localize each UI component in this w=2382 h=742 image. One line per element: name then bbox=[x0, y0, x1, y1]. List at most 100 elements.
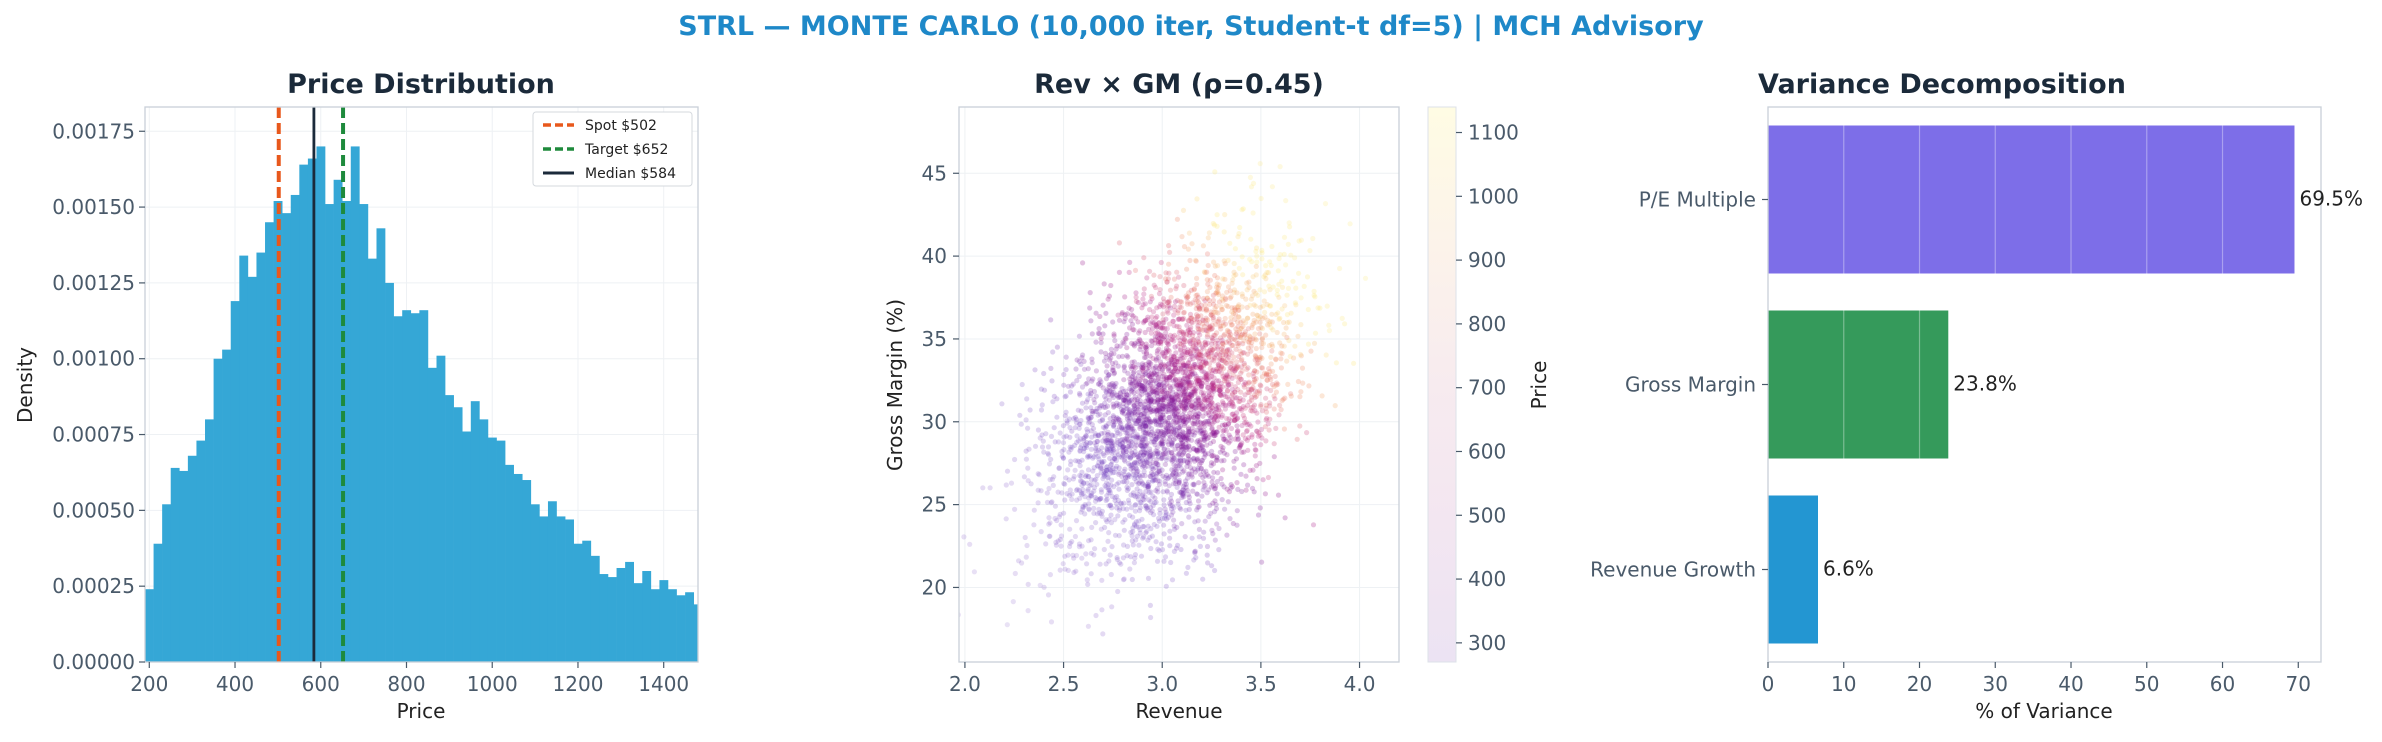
scatter-point bbox=[1179, 414, 1186, 421]
histogram-bar bbox=[513, 473, 523, 662]
scatter-point bbox=[1263, 395, 1269, 401]
scatter-point bbox=[1301, 283, 1307, 289]
scatter-point bbox=[1198, 313, 1204, 319]
scatter-point bbox=[1240, 323, 1246, 329]
colorbar-tick-label: 1100 bbox=[1468, 121, 1519, 145]
scatter-point bbox=[1269, 348, 1275, 354]
scatter-point bbox=[1187, 339, 1193, 345]
scatter-point bbox=[1148, 426, 1155, 432]
scatter-point bbox=[1106, 558, 1112, 564]
scatter-point bbox=[1171, 397, 1177, 403]
scatter-point bbox=[1171, 548, 1177, 555]
scatter-point bbox=[1101, 430, 1107, 436]
scatter-point bbox=[1177, 393, 1183, 400]
scatter-point bbox=[1168, 498, 1175, 504]
scatter-point bbox=[1208, 510, 1214, 516]
scatter-point bbox=[1121, 364, 1127, 370]
scatter-point bbox=[1138, 412, 1145, 418]
scatter-point bbox=[1139, 424, 1145, 430]
scatter-point bbox=[1228, 294, 1234, 300]
scatter-point bbox=[1143, 503, 1149, 509]
scatter-point bbox=[1137, 421, 1143, 427]
scatter-point bbox=[1243, 296, 1249, 302]
scatter-point bbox=[1220, 352, 1226, 358]
scatter-point bbox=[1060, 440, 1067, 446]
scatter-point bbox=[1130, 326, 1136, 333]
scatter-point bbox=[1233, 417, 1239, 423]
scatter-point bbox=[1158, 397, 1164, 403]
variance-bar bbox=[1768, 310, 1949, 459]
scatter-point bbox=[1235, 314, 1242, 320]
scatter-point bbox=[1273, 311, 1279, 318]
x-tick-label: 70 bbox=[2286, 672, 2311, 696]
scatter-point bbox=[1157, 391, 1163, 397]
scatter-point bbox=[1179, 329, 1185, 335]
scatter-point bbox=[1181, 392, 1188, 398]
scatter-point bbox=[1150, 502, 1156, 509]
scatter-point bbox=[1192, 345, 1198, 351]
scatter-point bbox=[1293, 302, 1299, 308]
scatter-point bbox=[1157, 414, 1163, 421]
scatter-point bbox=[1117, 431, 1123, 437]
scatter-point bbox=[1166, 383, 1172, 389]
scatter-point bbox=[1128, 529, 1134, 535]
scatter-point bbox=[1062, 394, 1068, 400]
scatter-point bbox=[1173, 286, 1179, 292]
histogram-bar bbox=[565, 519, 574, 662]
scatter-point bbox=[1200, 243, 1206, 249]
scatter-point bbox=[1157, 301, 1164, 307]
scatter-point bbox=[1179, 355, 1185, 361]
scatter-point bbox=[1124, 553, 1130, 559]
scatter-point bbox=[1148, 545, 1154, 552]
scatter-point bbox=[1206, 412, 1212, 418]
scatter-point bbox=[1199, 420, 1205, 427]
scatter-point bbox=[1226, 432, 1232, 438]
scatter-point bbox=[1218, 323, 1224, 329]
scatter-point bbox=[1096, 331, 1103, 337]
scatter-point bbox=[1253, 303, 1259, 309]
scatter-point bbox=[1152, 477, 1158, 483]
scatter-point bbox=[1160, 296, 1167, 302]
scatter-point bbox=[1121, 340, 1127, 346]
scatter-point bbox=[1218, 364, 1225, 370]
scatter-point bbox=[1210, 429, 1217, 435]
scatter-point bbox=[1070, 381, 1076, 387]
scatter-point bbox=[1209, 453, 1215, 459]
scatter-point bbox=[1082, 434, 1088, 440]
variance-decomposition-x-label: % of Variance bbox=[1975, 699, 2112, 723]
scatter-point bbox=[1194, 196, 1200, 202]
scatter-point bbox=[1222, 402, 1229, 408]
scatter-point bbox=[1088, 405, 1094, 411]
scatter-point bbox=[1164, 334, 1170, 340]
scatter-point bbox=[1144, 463, 1150, 469]
scatter-point bbox=[1091, 388, 1097, 395]
scatter-point bbox=[1166, 261, 1172, 267]
scatter-point bbox=[1141, 414, 1147, 420]
scatter-point bbox=[1086, 415, 1092, 422]
scatter-point bbox=[1281, 251, 1287, 257]
scatter-point bbox=[1310, 235, 1316, 242]
histogram-bar bbox=[282, 213, 292, 663]
histogram-bar bbox=[599, 574, 609, 662]
scatter-point bbox=[1120, 577, 1127, 583]
scatter-point bbox=[1180, 444, 1186, 450]
scatter-point bbox=[1167, 388, 1173, 394]
scatter-point bbox=[1206, 514, 1212, 520]
scatter-point bbox=[1129, 380, 1135, 386]
scatter-point bbox=[1185, 414, 1191, 420]
scatter-point bbox=[1176, 424, 1182, 430]
scatter-point bbox=[1236, 329, 1243, 335]
scatter-point bbox=[1207, 502, 1213, 508]
scatter-point bbox=[1186, 430, 1192, 436]
scatter-point bbox=[1190, 356, 1196, 362]
scatter-point bbox=[1052, 439, 1058, 445]
scatter-point bbox=[1122, 315, 1128, 322]
scatter-point bbox=[1048, 456, 1054, 462]
scatter-point bbox=[1188, 398, 1194, 404]
scatter-point bbox=[1292, 255, 1298, 261]
scatter-point bbox=[1207, 324, 1213, 330]
scatter-point bbox=[1140, 302, 1146, 308]
scatter-point bbox=[1252, 353, 1258, 359]
scatter-point bbox=[1246, 372, 1252, 378]
scatter-point bbox=[1166, 243, 1172, 249]
